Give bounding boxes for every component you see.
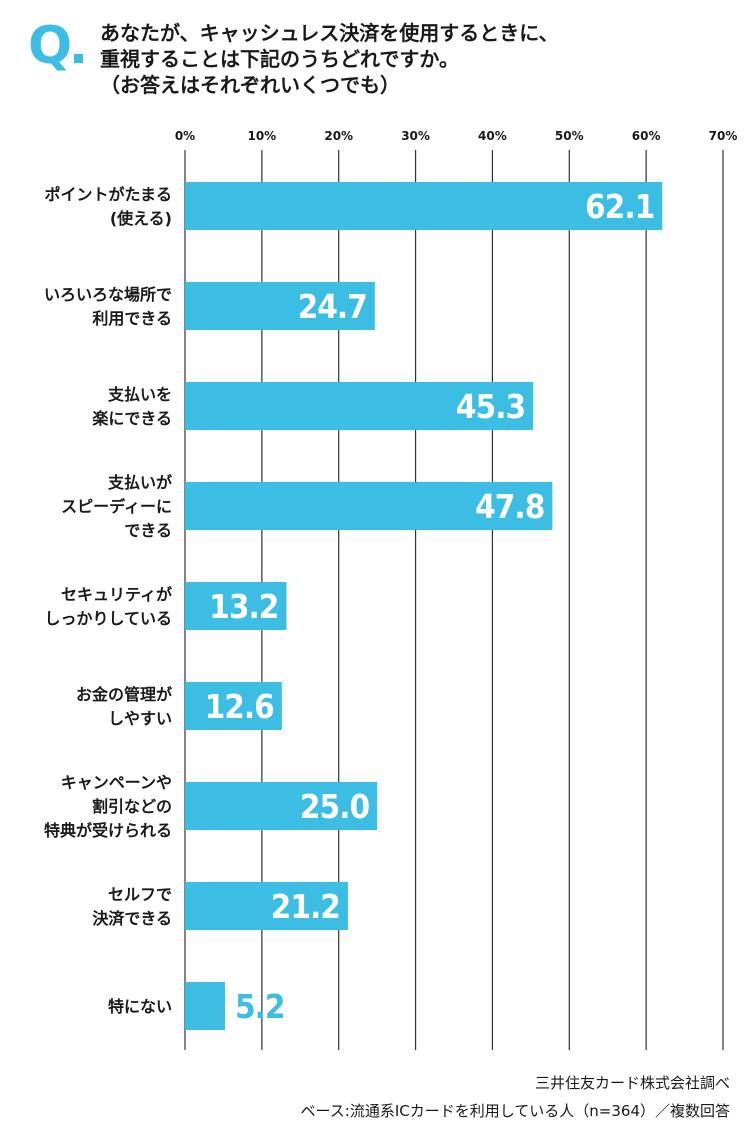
- tick-label: 0%: [175, 130, 195, 143]
- data-label: 45.3: [456, 387, 525, 426]
- tick-label: 20%: [324, 130, 353, 143]
- question-text: あなたが、キャッシュレス決済を使用するときに、 重視することは下記のうちどれです…: [100, 20, 740, 98]
- data-label: 5.2: [235, 987, 285, 1026]
- source-note: 三井住友カード株式会社調べ: [534, 1074, 730, 1092]
- category-label: 支払いを: [107, 385, 172, 404]
- tick-label: 40%: [478, 130, 507, 143]
- question-mark: Q: [28, 20, 84, 72]
- category-label: お金の管理が: [76, 685, 172, 704]
- data-label: 24.7: [298, 287, 367, 326]
- category-label: (使える): [110, 209, 172, 228]
- category-label: 特典が受けられる: [44, 821, 172, 840]
- question-line-1: あなたが、キャッシュレス決済を使用するときに、: [100, 21, 559, 45]
- category-label: 支払いが: [107, 473, 172, 492]
- tick-label: 60%: [632, 130, 661, 143]
- bar: [185, 382, 534, 430]
- category-label: しっかりしている: [44, 609, 172, 628]
- data-label: 12.6: [205, 687, 275, 726]
- category-label: セキュリティが: [61, 585, 172, 604]
- tick-label: 50%: [555, 130, 584, 143]
- category-label: 楽にできる: [91, 409, 172, 428]
- data-label: 21.2: [271, 887, 340, 926]
- bar: [185, 682, 282, 730]
- question-mark-dot: [74, 54, 84, 63]
- category-label: いろいろな場所で: [44, 285, 172, 304]
- data-label: 25.0: [300, 787, 370, 826]
- bar: [185, 782, 378, 830]
- category-label: 利用できる: [92, 309, 172, 328]
- tick-label: 30%: [401, 130, 430, 143]
- category-label: しやすい: [108, 709, 172, 728]
- data-label: 62.1: [585, 187, 654, 226]
- category-label: キャンペーンや: [61, 773, 172, 792]
- category-label: ポイントがたまる: [44, 185, 172, 204]
- question-line-2: 重視することは下記のうちどれですか。: [100, 47, 459, 71]
- category-label: セルフで: [108, 885, 172, 904]
- category-label: 割引などの: [92, 797, 172, 816]
- bar-chart: 0% 10% 20% 30% 40% 50% 60% 70% 62.1 ポイントがたまる (使える)…: [44, 130, 738, 1050]
- question-line-3: （お答えはそれぞれいくつでも）: [100, 73, 400, 97]
- bar: [185, 982, 225, 1030]
- category-label: できる: [124, 521, 172, 540]
- tick-label: 70%: [709, 130, 738, 143]
- tick-label: 10%: [247, 130, 276, 143]
- bar: [185, 482, 553, 530]
- category-label: 決済できる: [92, 909, 172, 928]
- bar: [185, 582, 287, 630]
- bar: [185, 182, 663, 230]
- category-label: 特にない: [108, 997, 172, 1016]
- data-label: 47.8: [475, 487, 544, 526]
- question-mark-letter: Q: [28, 16, 73, 76]
- data-label: 13.2: [209, 587, 278, 626]
- bar: [185, 882, 348, 930]
- base-note: ベース:流通系ICカードを利用している人（n=364）／複数回答: [300, 1102, 730, 1120]
- category-label: スピーディーに: [61, 497, 172, 516]
- bar: [185, 282, 375, 330]
